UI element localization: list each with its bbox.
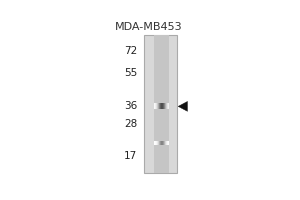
Text: 72: 72 (124, 46, 137, 56)
Text: 17: 17 (124, 151, 137, 161)
Text: MDA-MB453: MDA-MB453 (115, 22, 183, 32)
Bar (145, 35, 177, 173)
Bar (154, 35, 170, 173)
Text: 55: 55 (124, 68, 137, 78)
Text: 36: 36 (124, 101, 137, 111)
Text: 28: 28 (124, 119, 137, 129)
Polygon shape (178, 101, 188, 111)
